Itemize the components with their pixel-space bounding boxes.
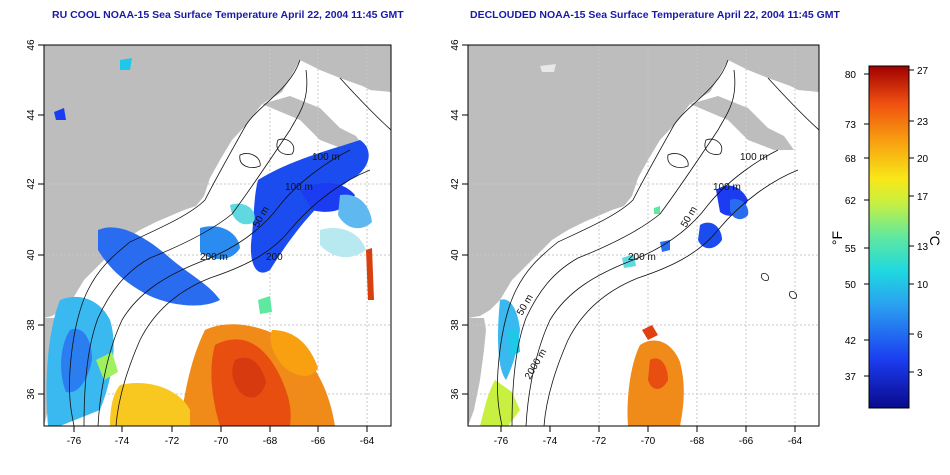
- right-map-lon-labels: -76 -74 -72 -70 -68 -66 -64: [494, 436, 803, 447]
- fahrenheit-tick-label: 50: [845, 280, 857, 291]
- right-map-land: [468, 45, 819, 426]
- fahrenheit-tick-label: 55: [845, 244, 857, 255]
- colorbar-gradient: [868, 65, 910, 409]
- right-contour-label: 200 m: [628, 252, 656, 263]
- left-contour-label: 100 m: [312, 152, 340, 163]
- fahrenheit-tick-label: 73: [845, 120, 857, 131]
- left-map-lon-labels: -76 -74 -72 -70 -68 -66 -64: [67, 436, 375, 447]
- lat-tick-label: 40: [450, 249, 461, 261]
- celsius-tick-label: 6: [917, 330, 923, 341]
- temperature-colorbar: 80 73 68 62 55 50 42 37 27 23 20 17 13 1…: [829, 65, 943, 409]
- left-map-title: RU COOL NOAA-15 Sea Surface Temperature …: [52, 9, 404, 21]
- right-map-contours: [497, 59, 819, 426]
- right-map-title: DECLOUDED NOAA-15 Sea Surface Temperatur…: [470, 9, 840, 21]
- colorbar-c-labels: 27 23 20 17 13 10 6 3: [917, 66, 929, 379]
- fahrenheit-tick-label: 68: [845, 154, 857, 165]
- celsius-tick-label: 3: [917, 368, 923, 379]
- lon-tick-label: -66: [739, 436, 754, 447]
- lat-tick-label: 36: [450, 388, 461, 400]
- right-map-frame: [467, 44, 820, 427]
- colorbar-f-labels: 80 73 68 62 55 50 42 37: [845, 70, 857, 383]
- lat-tick-label: 42: [26, 178, 37, 190]
- right-map-lat-labels: 46 44 42 40 38 36: [450, 39, 461, 400]
- left-map-sst-data: [46, 58, 374, 426]
- lon-tick-label: -68: [263, 436, 278, 447]
- lon-tick-label: -64: [788, 436, 803, 447]
- lon-tick-label: -74: [115, 436, 130, 447]
- lat-tick-label: 42: [450, 178, 461, 190]
- lon-tick-label: -72: [165, 436, 180, 447]
- fahrenheit-tick-label: 37: [845, 372, 857, 383]
- lon-tick-label: -72: [592, 436, 607, 447]
- lon-tick-label: -76: [67, 436, 82, 447]
- colorbar-f-ticks: [864, 73, 869, 377]
- celsius-tick-label: 23: [917, 117, 929, 128]
- fahrenheit-tick-label: 62: [845, 196, 857, 207]
- left-map-frame: [43, 44, 392, 427]
- lon-tick-label: -66: [311, 436, 326, 447]
- lat-tick-label: 38: [26, 319, 37, 331]
- left-map-lon-ticks: [73, 426, 368, 432]
- right-map-lon-ticks: [500, 426, 796, 432]
- left-contour-label: 100 m: [285, 182, 313, 193]
- lon-tick-label: -68: [690, 436, 705, 447]
- lat-tick-label: 46: [26, 39, 37, 51]
- celsius-tick-label: 27: [917, 66, 929, 77]
- lon-tick-label: -76: [494, 436, 509, 447]
- lat-tick-label: 44: [26, 109, 37, 121]
- celsius-unit-label: °C: [927, 230, 943, 246]
- left-map-lat-ticks: [38, 44, 44, 395]
- left-map-contours: [69, 59, 391, 426]
- celsius-tick-label: 13: [917, 242, 929, 253]
- fahrenheit-tick-label: 80: [845, 70, 857, 81]
- colorbar-c-ticks: [909, 69, 914, 373]
- lat-tick-label: 46: [450, 39, 461, 51]
- right-contour-label: 100 m: [740, 152, 768, 163]
- lat-tick-label: 44: [450, 109, 461, 121]
- lat-tick-label: 36: [26, 388, 37, 400]
- lon-tick-label: -70: [641, 436, 656, 447]
- right-map-lat-ticks: [462, 44, 468, 395]
- left-contour-label: 200 m: [200, 252, 228, 263]
- fahrenheit-tick-label: 42: [845, 336, 857, 347]
- lat-tick-label: 40: [26, 249, 37, 261]
- left-map-lat-labels: 46 44 42 40 38 36: [26, 39, 37, 400]
- right-contour-label: 100 m: [713, 182, 741, 193]
- celsius-tick-label: 10: [917, 280, 929, 291]
- lon-tick-label: -70: [214, 436, 229, 447]
- left-contour-label: 200: [266, 252, 283, 263]
- celsius-tick-label: 20: [917, 154, 929, 165]
- celsius-tick-label: 17: [917, 192, 929, 203]
- fahrenheit-unit-label: °F: [829, 231, 845, 245]
- left-map-panel: 100 m 100 m 50 m 200 m 200 46 44 42 40 3…: [26, 39, 392, 447]
- lon-tick-label: -64: [360, 436, 375, 447]
- lat-tick-label: 38: [450, 319, 461, 331]
- right-map-panel: 100 m 100 m 50 m 200 m 50 m 2000 m 46 44…: [450, 39, 820, 447]
- lon-tick-label: -74: [543, 436, 558, 447]
